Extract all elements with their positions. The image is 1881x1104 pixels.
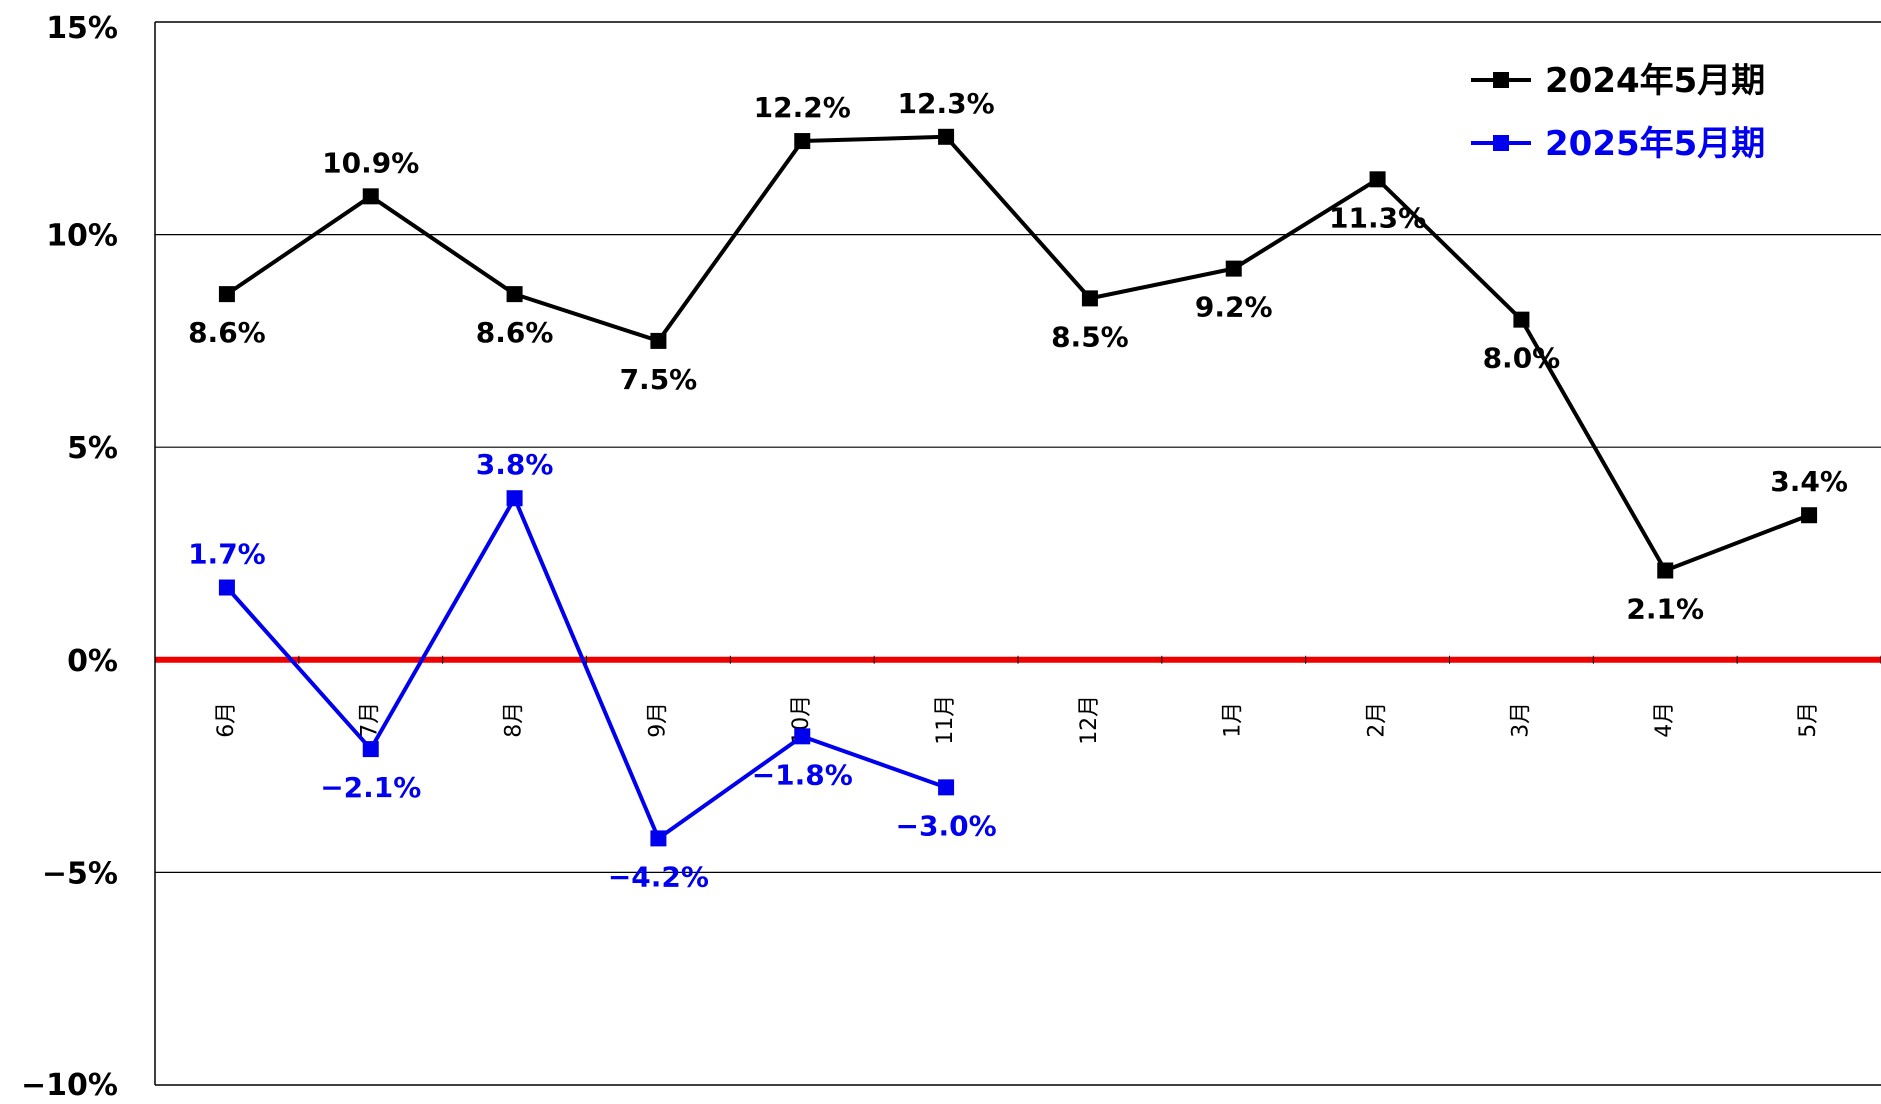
- data-label: 8.6%: [188, 316, 266, 349]
- data-label: −4.2%: [608, 860, 709, 893]
- data-label: 10.9%: [322, 146, 419, 179]
- data-label: 1.7%: [188, 538, 266, 571]
- legend: 2024年5月期 2025年5月期: [1471, 61, 1765, 164]
- series: [218, 128, 1818, 847]
- data-label: 12.2%: [754, 91, 851, 124]
- y-tick-label: 5%: [67, 431, 118, 466]
- data-point-marker: [1225, 260, 1242, 277]
- x-category-label: 6月: [214, 702, 239, 738]
- data-point-marker: [1657, 562, 1674, 579]
- y-tick-label: −5%: [42, 856, 118, 891]
- x-category-label: 1月: [1221, 702, 1246, 738]
- data-point-marker: [938, 779, 955, 796]
- data-point-marker: [794, 133, 811, 150]
- data-point-marker: [218, 579, 235, 596]
- y-tick-label: −10%: [21, 1068, 118, 1103]
- data-label: 2.1%: [1626, 593, 1704, 626]
- data-label: −3.0%: [896, 809, 997, 842]
- data-point-marker: [1513, 311, 1530, 328]
- data-label: 8.5%: [1051, 320, 1129, 353]
- data-labels: 8.6% 10.9% 8.6% 7.5% 12.2% 12.3% 8.5% 9.2% 11.3%…: [188, 87, 1848, 894]
- y-tick-label: 10%: [46, 219, 118, 254]
- y-tick-label: 0%: [67, 644, 118, 679]
- x-category-label: 4月: [1652, 702, 1677, 738]
- legend-label-1: 2024年5月期: [1545, 61, 1765, 101]
- legend-label-2: 2025年5月期: [1545, 124, 1765, 164]
- data-label: −1.8%: [752, 758, 853, 791]
- data-label: −2.1%: [320, 771, 421, 804]
- data-point-marker: [506, 286, 523, 303]
- x-category-label: 12月: [1077, 695, 1102, 745]
- x-category-label: 2月: [1365, 702, 1390, 738]
- data-label: 9.2%: [1195, 291, 1273, 324]
- data-label: 12.3%: [898, 87, 995, 120]
- data-point-marker: [506, 490, 523, 507]
- data-point-marker: [1369, 171, 1386, 188]
- series-line-1: [225, 134, 1810, 573]
- x-category-label: 5月: [1796, 702, 1821, 738]
- x-category-label: 8月: [502, 702, 527, 738]
- data-label: 3.4%: [1770, 465, 1848, 498]
- x-category-label: 11月: [933, 695, 958, 745]
- data-point-marker: [362, 188, 379, 205]
- y-tick-label: 15%: [46, 11, 118, 46]
- data-point-marker: [650, 830, 667, 847]
- data-point-marker: [1081, 290, 1098, 307]
- x-category-label: 3月: [1508, 702, 1533, 738]
- data-point-marker: [1801, 507, 1818, 524]
- data-label: 7.5%: [620, 363, 698, 396]
- data-point-marker: [938, 128, 955, 145]
- data-point-marker: [650, 332, 667, 349]
- data-point-marker: [794, 728, 811, 745]
- data-point-marker: [362, 741, 379, 758]
- axes: 15%10%5%0%−5%−10%6月 7月 8月 9月 10月 11月 12月 1月 2月 3月…: [21, 11, 1881, 1103]
- data-label: 8.6%: [476, 316, 554, 349]
- legend-marker-2: [1493, 135, 1509, 151]
- series-line-2: [225, 496, 947, 841]
- data-label: 8.0%: [1483, 342, 1561, 375]
- data-point-marker: [218, 286, 235, 303]
- legend-marker-1: [1493, 72, 1509, 88]
- data-label: 11.3%: [1329, 201, 1426, 234]
- data-label: 3.8%: [476, 448, 554, 481]
- x-category-label: 9月: [645, 702, 670, 738]
